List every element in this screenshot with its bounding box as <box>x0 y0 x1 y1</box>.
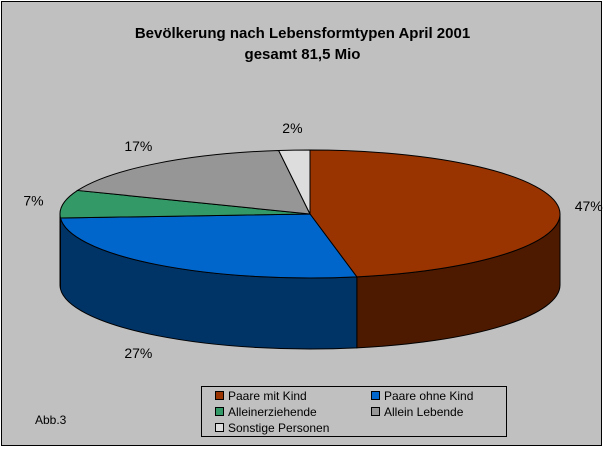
legend-item-allein-lebende: Allein Lebende <box>371 405 463 419</box>
legend-label: Paare mit Kind <box>228 389 307 403</box>
chart-subtitle: gesamt 81,5 Mio <box>244 46 361 63</box>
figure-note: Abb.3 <box>35 413 67 427</box>
legend-swatch <box>215 407 224 417</box>
legend-item-paare-ohne-kind: Paare ohne Kind <box>371 389 473 403</box>
legend-item-paare-mit-kind: Paare mit Kind <box>215 389 307 403</box>
data-label: 7% <box>23 193 43 209</box>
legend-label: Sonstige Personen <box>228 421 330 435</box>
legend: Paare mit Kind Paare ohne Kind Alleinerz… <box>201 386 507 437</box>
pie-slice <box>309 149 561 278</box>
pie-slice <box>59 189 311 219</box>
chart-title: Bevölkerung nach Lebensformtypen April 2… <box>134 25 471 42</box>
legend-swatch <box>215 391 224 401</box>
data-label: 27% <box>124 345 152 361</box>
pie-slice <box>277 149 311 215</box>
pie-slice <box>59 213 358 279</box>
legend-label: Paare ohne Kind <box>384 389 474 403</box>
legend-swatch <box>371 391 380 401</box>
legend-swatch <box>371 407 380 417</box>
data-label: 2% <box>282 120 302 136</box>
data-label: 47% <box>575 198 603 214</box>
legend-item-alleinerziehende: Alleinerziehende <box>215 405 317 419</box>
legend-swatch <box>215 423 224 433</box>
legend-label: Alleinerziehende <box>228 405 317 419</box>
legend-item-sonstige-personen: Sonstige Personen <box>215 421 329 435</box>
pie-slice <box>76 149 311 215</box>
legend-label: Allein Lebende <box>384 405 464 419</box>
data-label: 17% <box>124 138 152 154</box>
